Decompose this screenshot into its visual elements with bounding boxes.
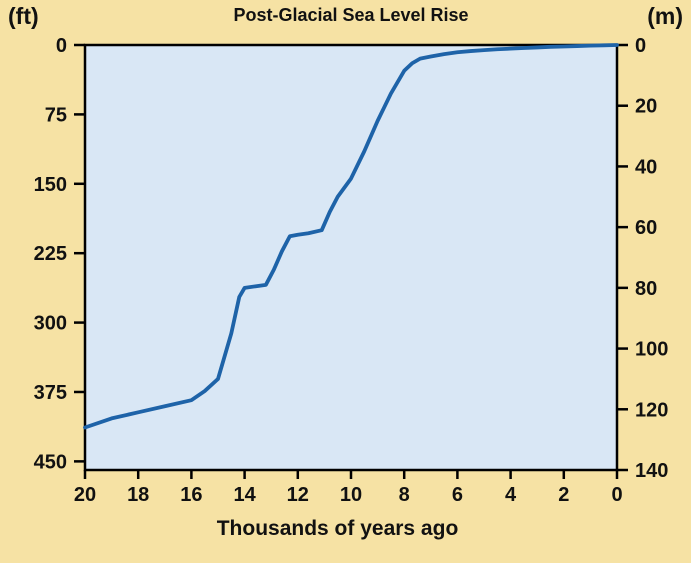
y-right-tick-label: 80 [635, 278, 657, 300]
y-left-tick-label: 300 [34, 313, 67, 335]
y-right-tick-label: 100 [635, 339, 668, 361]
x-tick-label: 12 [287, 484, 309, 506]
y-left-tick-label: 225 [34, 243, 67, 265]
x-tick-label: 0 [611, 484, 622, 506]
x-axis-title: Thousands of years ago [216, 517, 459, 540]
y-right-tick-label: 140 [635, 460, 668, 482]
plot-background [85, 45, 617, 470]
x-tick-label: 2 [558, 484, 569, 506]
x-tick-label: 8 [399, 484, 410, 506]
y-left-tick-label: 375 [34, 382, 67, 404]
y-right-tick-label: 60 [635, 217, 657, 239]
y-left-tick-label: 0 [56, 35, 67, 57]
plot-frame [83, 43, 619, 472]
y-left-tick-label: 75 [45, 104, 67, 126]
y-right-tick-label: 120 [635, 399, 668, 421]
chart-title: Post-Glacial Sea Level Rise [233, 5, 469, 25]
x-tick-label: 16 [180, 484, 202, 506]
right-axis-unit-label: (m) [647, 3, 683, 29]
x-tick-label: 20 [74, 484, 96, 506]
y-right-tick-label: 20 [635, 96, 657, 118]
x-tick-label: 14 [233, 484, 256, 506]
x-tick-label: 10 [340, 484, 362, 506]
x-tick-label: 6 [452, 484, 463, 506]
left-axis-unit-label: (ft) [8, 3, 39, 29]
y-left-tick-label: 150 [34, 174, 67, 196]
y-left-tick-label: 450 [34, 451, 67, 473]
y-right-tick-label: 40 [635, 156, 657, 178]
sea-level-line [83, 43, 619, 430]
y-right-tick-label: 0 [635, 35, 646, 57]
x-tick-label: 4 [505, 484, 517, 506]
x-tick-label: 18 [127, 484, 149, 506]
